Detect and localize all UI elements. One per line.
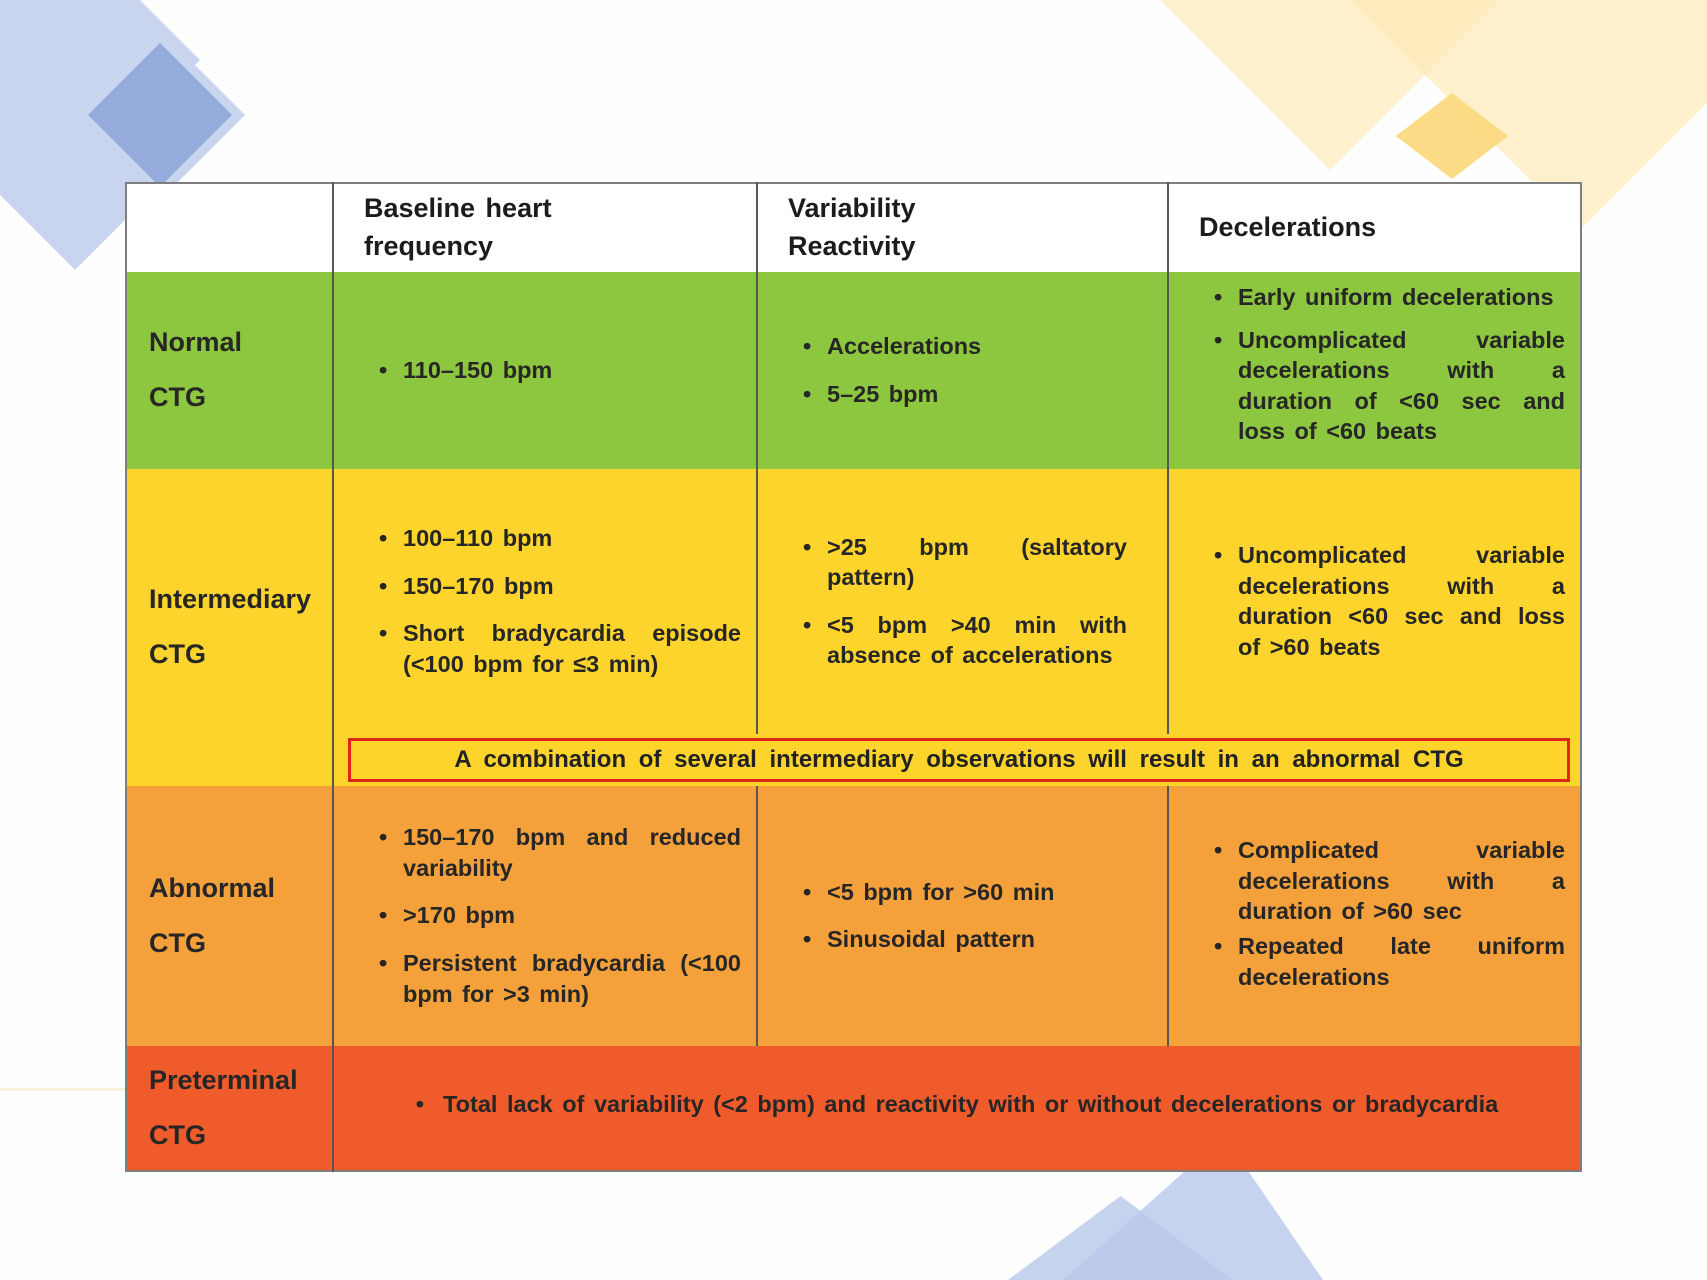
- row-intermediary: Intermediary CTG 100–110 bpm 150–170 bpm…: [126, 468, 1581, 786]
- normal-label-cell: Normal CTG: [126, 272, 333, 469]
- decoration-top-right-dark-diamond: [1396, 93, 1508, 179]
- bullet-item: Uncomplicated variable decelerations wit…: [1214, 540, 1565, 662]
- header-row: Baseline heart frequency Variability Rea…: [126, 183, 1581, 272]
- bullet-item: <5 bpm >40 min with absence of accelerat…: [803, 610, 1127, 671]
- header-baseline-label: Baseline heart frequency: [364, 193, 552, 261]
- decoration-top-left-dark-diamond: [88, 43, 232, 187]
- intermediary-note-cell: A combination of several intermediary ob…: [332, 733, 1581, 786]
- intermediary-label-cell: Intermediary CTG: [126, 468, 333, 786]
- preterminal-content-cell: Total lack of variability (<2 bpm) and r…: [332, 1045, 1581, 1171]
- bullet-item: Complicated variable decelerations with …: [1214, 835, 1565, 927]
- abnormal-label-cell: Abnormal CTG: [126, 785, 333, 1046]
- preterminal-content-text: Total lack of variability (<2 bpm) and r…: [416, 1091, 1499, 1117]
- decoration-bottom-triangle-small: [1008, 1196, 1233, 1280]
- bullet-item: >170 bpm: [379, 900, 741, 931]
- header-baseline: Baseline heart frequency: [332, 183, 757, 272]
- decoration-top-left-diamond-2: [65, 25, 245, 205]
- bullet-item: 110–150 bpm: [379, 355, 741, 386]
- abnormal-baseline-cell: 150–170 bpm and reduced variability >170…: [332, 785, 757, 1046]
- preterminal-label-cell: Preterminal CTG: [126, 1045, 333, 1171]
- normal-label-line1: Normal: [149, 327, 243, 358]
- normal-baseline-list: 110–150 bpm: [379, 355, 741, 386]
- preterminal-label-line2: CTG: [149, 1119, 206, 1150]
- normal-label-line2: CTG: [149, 382, 206, 413]
- row-normal: Normal CTG 110–150 bpm Accelerations 5–2…: [126, 272, 1581, 469]
- intermediary-decelerations-cell: Uncomplicated variable decelerations wit…: [1167, 468, 1581, 734]
- header-variability-label: Variability Reactivity: [788, 193, 916, 261]
- abnormal-variability-list: <5 bpm for >60 min Sinusoidal pattern: [803, 877, 1152, 955]
- intermediary-note-box: A combination of several intermediary ob…: [348, 737, 1570, 782]
- row-abnormal: Abnormal CTG 150–170 bpm and reduced var…: [126, 785, 1581, 1046]
- bullet-item: 5–25 bpm: [803, 379, 1152, 410]
- decoration-top-right-diamond-2: [1130, 0, 1530, 170]
- intermediary-baseline-list: 100–110 bpm 150–170 bpm Short bradycardi…: [379, 523, 741, 679]
- ctg-classification-table: Baseline heart frequency Variability Rea…: [125, 182, 1582, 1172]
- row-intermediary-note: A combination of several intermediary ob…: [126, 733, 1581, 786]
- bullet-item: Repeated late uniform decelerations: [1214, 931, 1565, 992]
- intermediary-decelerations-list: Uncomplicated variable decelerations wit…: [1214, 540, 1565, 662]
- bullet-item: Short bradycardia episode (<100 bpm for …: [379, 618, 741, 679]
- header-variability: Variability Reactivity: [756, 183, 1168, 272]
- normal-decelerations-list: Early uniform decelerations Uncomplicate…: [1214, 282, 1565, 447]
- header-decelerations-label: Decelerations: [1199, 212, 1377, 243]
- bullet-item: 100–110 bpm: [379, 523, 741, 554]
- intermediary-baseline-cell: 100–110 bpm 150–170 bpm Short bradycardi…: [332, 468, 757, 734]
- normal-decelerations-cell: Early uniform decelerations Uncomplicate…: [1167, 272, 1581, 469]
- bullet-item: 150–170 bpm: [379, 571, 741, 602]
- row-preterminal: Preterminal CTG Total lack of variabilit…: [126, 1045, 1581, 1171]
- normal-variability-cell: Accelerations 5–25 bpm: [756, 272, 1168, 469]
- intermediary-variability-cell: >25 bpm (saltatory pattern) <5 bpm >40 m…: [756, 468, 1168, 734]
- bullet-item: <5 bpm for >60 min: [803, 877, 1152, 908]
- abnormal-baseline-list: 150–170 bpm and reduced variability >170…: [379, 822, 741, 1009]
- abnormal-variability-cell: <5 bpm for >60 min Sinusoidal pattern: [756, 785, 1168, 1046]
- normal-variability-list: Accelerations 5–25 bpm: [803, 331, 1152, 409]
- header-blank-cell: [126, 183, 333, 272]
- bullet-item: Sinusoidal pattern: [803, 924, 1152, 955]
- intermediary-variability-list: >25 bpm (saltatory pattern) <5 bpm >40 m…: [803, 532, 1152, 671]
- normal-baseline-cell: 110–150 bpm: [332, 272, 757, 469]
- bullet-item: Persistent bradycardia (<100 bpm for >3 …: [379, 948, 741, 1009]
- intermediary-note-text: A combination of several intermediary ob…: [454, 745, 1464, 773]
- bullet-item: 150–170 bpm and reduced variability: [379, 822, 741, 883]
- bullet-item: Uncomplicated variable decelerations wit…: [1214, 325, 1565, 447]
- abnormal-decelerations-cell: Complicated variable decelerations with …: [1167, 785, 1581, 1046]
- abnormal-label-line2: CTG: [149, 927, 206, 958]
- bullet-item: >25 bpm (saltatory pattern): [803, 532, 1127, 593]
- abnormal-decelerations-list: Complicated variable decelerations with …: [1214, 835, 1565, 992]
- header-decelerations: Decelerations: [1167, 183, 1581, 272]
- abnormal-label-line1: Abnormal: [149, 872, 276, 903]
- bullet-item: Accelerations: [803, 331, 1152, 362]
- bullet-item: Early uniform decelerations: [1214, 282, 1565, 313]
- preterminal-label-line1: Preterminal: [149, 1064, 298, 1095]
- intermediary-label-line1: Intermediary: [149, 584, 312, 615]
- intermediary-label-line2: CTG: [149, 639, 206, 670]
